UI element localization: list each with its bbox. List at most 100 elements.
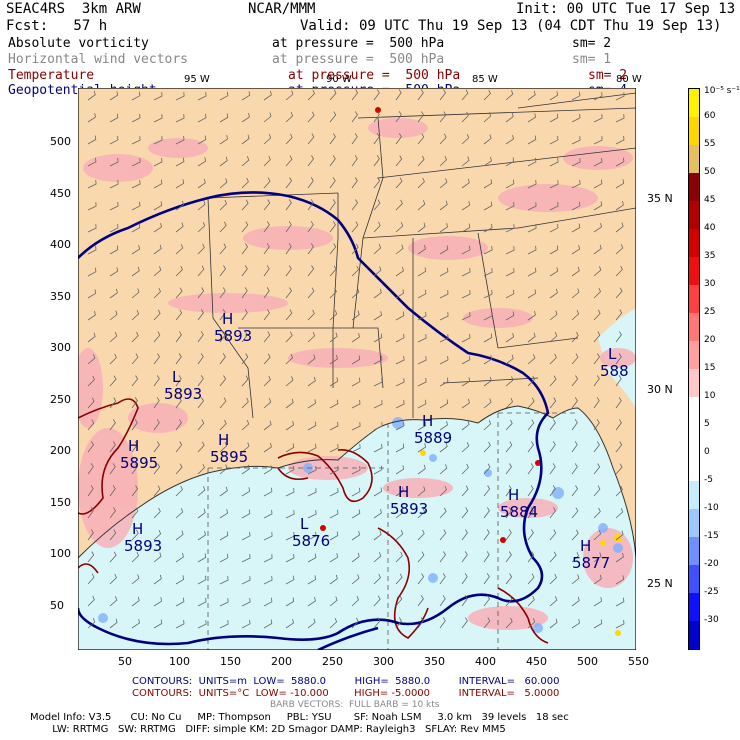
wind-barb [87,507,94,519]
wind-barb [549,507,556,519]
barb-info: BARB VECTORS: FULL BARB = 10 kts [270,700,440,710]
wind-barb [307,309,315,321]
wind-barb [615,508,624,519]
y-tick-label: 200 [50,444,71,457]
y-tick-label: 50 [50,598,64,612]
wind-barb [373,400,383,409]
wind-barb [615,619,625,629]
wind-barb [87,202,97,211]
colorbar-tick-label: 20 [704,335,716,345]
wind-barb [87,463,94,475]
wind-barb [395,222,404,233]
wind-barb [197,91,207,101]
colorbar-tick-label: -25 [704,587,719,597]
x-tick-label: 500 [577,655,598,668]
colorbar-segment [689,313,699,342]
wind-barb [197,157,207,167]
wind-barb [175,287,183,299]
wind-barb [329,199,336,211]
wind-barb [395,89,402,101]
height-center-value-10: 5895 [210,448,249,466]
x-tick-label: 100 [169,655,190,668]
wind-barb [417,111,424,123]
wind-barb [351,509,361,519]
wind-barb [615,485,623,497]
wind-barb [175,485,183,497]
wind-barb [571,441,578,453]
wind-barb [461,223,471,233]
x-tick-label: 450 [526,655,547,668]
x-tick-label: 550 [628,655,649,668]
wind-barb [571,507,579,519]
colorbar-segment [689,565,699,594]
wind-barb [439,334,449,343]
wind-barb [153,331,161,343]
wind-barb [417,222,426,233]
wind-barb [593,574,602,585]
wind-barb [615,244,624,255]
wind-barb [285,398,294,409]
wind-barb [549,397,557,409]
wind-barb [87,332,96,343]
wind-barb [109,113,119,123]
wind-barb [615,287,623,299]
model-info-1: Model Info: V3.5 CU: No Cu MP: Thompson … [30,712,569,723]
wind-barb [417,399,427,409]
wind-barb [417,551,425,563]
height-center-value-8: 5877 [572,554,611,572]
wind-barb [219,553,229,563]
wind-barb [593,309,601,321]
colorbar-segment [689,201,699,230]
wind-barb [483,268,493,277]
wind-barb [329,111,337,123]
wind-barb [307,177,314,189]
height-center-type-9: L [608,345,617,363]
wind-barb [417,155,425,167]
wind-barb [329,221,336,233]
wind-barb [241,619,251,629]
wind-barb [593,201,603,211]
wind-barb [175,397,182,409]
colorbar-tick-label: 35 [704,251,716,261]
wind-barb [109,288,118,299]
wind-barb [373,465,383,475]
wind-barb [109,618,118,629]
wind-barb [219,135,228,145]
field-smoothing-1: sm= 1 [572,52,612,67]
wind-barb [109,441,116,453]
wind-barb [439,200,448,211]
wind-barb [549,419,556,431]
wind-barb [131,441,138,453]
wind-barb [329,177,336,189]
wind-barb [175,419,182,431]
wind-barb [285,331,293,343]
wind-barb [263,243,270,255]
wind-barb [505,224,515,233]
wind-barb [505,551,512,563]
lon-label-95w: 95 W [184,74,210,85]
wind-barb [219,620,229,629]
gulf-ocean [78,406,636,650]
wind-barb [153,530,162,541]
wind-barb [263,420,272,431]
height-center-value-0: 5893 [214,327,253,345]
wind-barb [615,265,623,277]
wind-barb [417,486,426,497]
wind-barb [197,397,204,409]
height-center-type-8: H [580,537,592,555]
wind-barb [571,619,580,629]
wind-barb [109,310,118,321]
wind-barb [219,221,227,233]
wind-barb [373,355,383,365]
height-center-type-10: H [218,431,230,449]
wind-barb [505,507,512,519]
wind-barb [351,617,359,629]
wind-barb [285,510,295,519]
wind-barb [615,222,624,233]
lon-label-90w: 90 W [326,74,352,85]
x-tick-label: 350 [424,655,445,668]
wind-barb [219,265,226,277]
wind-barb [549,332,558,343]
wind-barb [241,397,249,409]
wind-barb [483,246,493,255]
